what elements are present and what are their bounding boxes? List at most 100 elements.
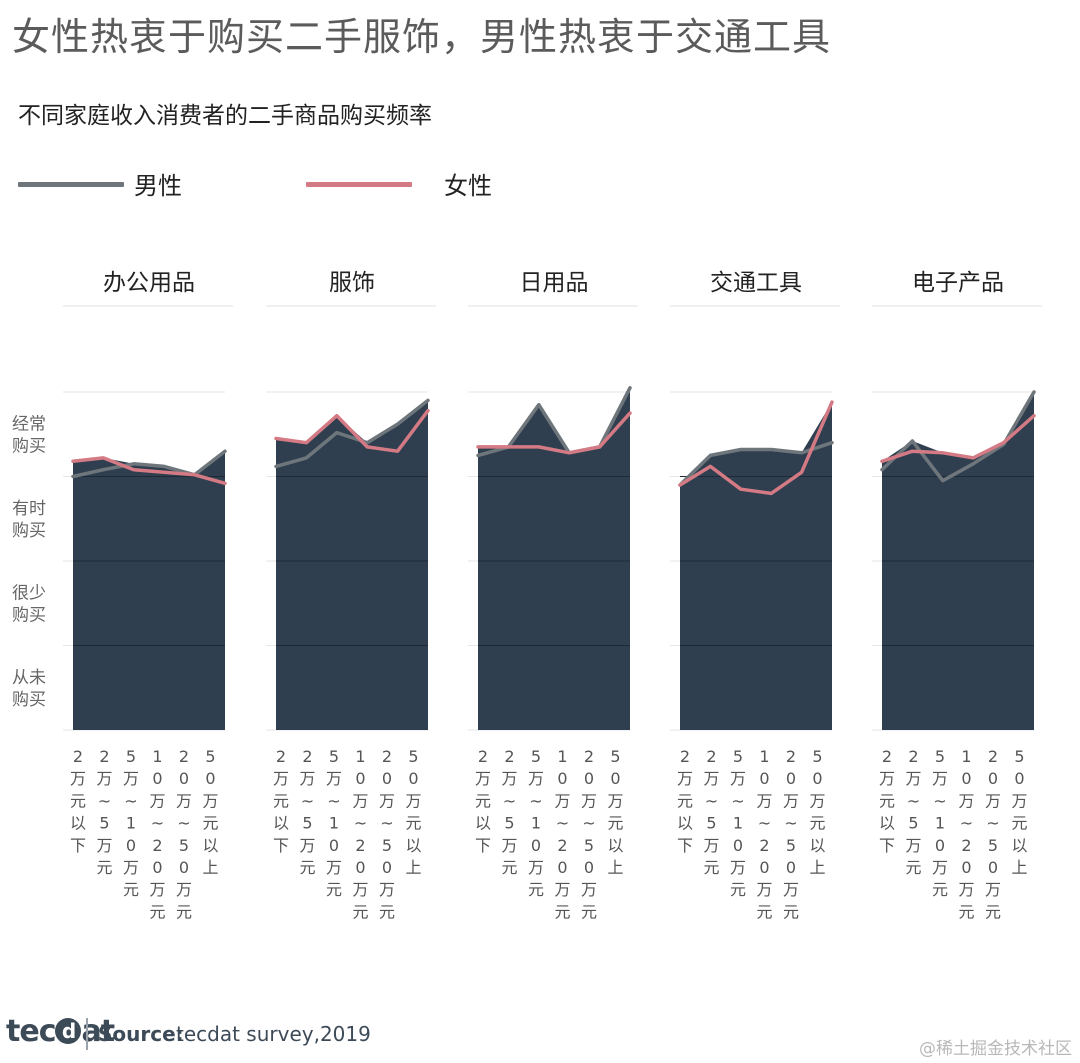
- y-tick-label-line: 购买: [12, 690, 46, 710]
- x-tick-char: 下: [70, 836, 86, 855]
- x-tick-char: 万: [405, 791, 421, 810]
- y-tick-label: 有时购买: [12, 499, 46, 541]
- x-tick-char: 万: [528, 769, 544, 788]
- x-tick-char: 万: [352, 880, 368, 899]
- x-tick-char: 万: [756, 791, 772, 810]
- x-tick-char: 万: [958, 791, 974, 810]
- chart-subtitle: 不同家庭收入消费者的二手商品购买频率: [18, 103, 432, 129]
- x-tick-label: 1 0 万 ~ 2 0 万元: [756, 747, 772, 921]
- legend-item-male: 男性: [18, 166, 218, 202]
- x-tick-char: 上: [202, 858, 218, 877]
- x-tick-char: ~: [784, 814, 797, 833]
- x-tick-char: 万: [730, 769, 746, 788]
- x-tick-char: 5: [908, 814, 918, 833]
- x-tick-char: 元: [501, 858, 517, 877]
- x-tick-char: 万: [149, 791, 165, 810]
- x-tick-char: 万: [202, 791, 218, 810]
- x-tick-char: 元: [475, 791, 491, 810]
- y-tick-label: 从未购买: [12, 668, 46, 710]
- y-tick-label-line: 有时: [12, 499, 46, 519]
- x-tick-label: 2 万 ~ 5 万元: [501, 747, 517, 877]
- x-tick-char: ~: [327, 791, 340, 810]
- x-tick-char: 0: [557, 769, 567, 788]
- x-tick-char: ~: [503, 791, 516, 810]
- x-tick-label: 2 0 万 ~ 5 0 万元: [379, 747, 395, 921]
- x-tick-char: 5: [610, 747, 620, 766]
- x-tick-char: 元: [905, 858, 921, 877]
- x-tick-char: 0: [610, 769, 620, 788]
- legend-item-female: 女性: [306, 166, 526, 202]
- y-tick-label-line: 购买: [12, 521, 46, 541]
- x-tick-char: 元: [581, 902, 597, 921]
- x-tick-label: 2 万元以下: [879, 747, 895, 855]
- x-tick-char: 2: [908, 747, 918, 766]
- x-tick-char: 5: [786, 836, 796, 855]
- x-tick-label: 2 万元以下: [273, 747, 289, 855]
- x-tick-char: 元: [703, 858, 719, 877]
- x-tick-char: 元: [379, 902, 395, 921]
- x-tick-char: 0: [205, 769, 215, 788]
- x-tick-char: 元: [677, 791, 693, 810]
- x-tick-char: 2: [988, 747, 998, 766]
- x-tick-char: 2: [302, 747, 312, 766]
- x-tick-char: 1: [961, 747, 971, 766]
- y-tick-label-line: 从未: [12, 668, 46, 688]
- x-tick-char: 万: [932, 769, 948, 788]
- x-tick-char: 0: [961, 858, 971, 877]
- x-tick-char: 2: [355, 836, 365, 855]
- x-tick-char: 0: [988, 769, 998, 788]
- x-tick-char: ~: [986, 814, 999, 833]
- x-tick-char: 2: [680, 747, 690, 766]
- x-tick-char: 0: [382, 858, 392, 877]
- x-tick-char: 万: [123, 769, 139, 788]
- x-tick-char: ~: [907, 791, 920, 810]
- x-tick-char: 元: [70, 791, 86, 810]
- x-tick-char: 0: [531, 836, 541, 855]
- x-tick-label: 2 0 万 ~ 5 0 万元: [783, 747, 799, 921]
- x-tick-char: 0: [759, 858, 769, 877]
- x-tick-char: ~: [301, 791, 314, 810]
- x-tick-char: 以: [70, 814, 86, 833]
- x-tick-char: 万: [299, 769, 315, 788]
- x-tick-char: 0: [355, 858, 365, 877]
- x-tick-char: 1: [557, 747, 567, 766]
- x-tick-char: 5: [988, 836, 998, 855]
- x-tick-char: 1: [935, 814, 945, 833]
- x-tick-label: 5 万 ~ 1 0 万元: [730, 747, 746, 899]
- x-tick-char: 2: [786, 747, 796, 766]
- x-tick-char: 2: [152, 836, 162, 855]
- x-tick-char: 万: [703, 769, 719, 788]
- y-tick-label-line: 购买: [12, 605, 46, 625]
- x-tick-char: 万: [149, 880, 165, 899]
- x-tick-char: 1: [759, 747, 769, 766]
- x-tick-char: 万: [379, 791, 395, 810]
- x-tick-char: 以: [879, 814, 895, 833]
- x-tick-char: 万: [677, 769, 693, 788]
- x-tick-char: 元: [202, 814, 218, 833]
- x-tick-char: 下: [677, 836, 693, 855]
- x-tick-label: 1 0 万 ~ 2 0 万元: [958, 747, 974, 921]
- x-tick-char: 以: [273, 814, 289, 833]
- x-tick-label: 2 万元以下: [475, 747, 491, 855]
- x-tick-char: 元: [176, 902, 192, 921]
- x-tick-char: 万: [1011, 791, 1027, 810]
- panel-title: 办公用品: [103, 270, 195, 296]
- x-tick-char: 万: [501, 836, 517, 855]
- x-tick-label: 2 万 ~ 5 万元: [905, 747, 921, 877]
- x-tick-char: 2: [759, 836, 769, 855]
- y-tick-label-line: 购买: [12, 436, 46, 456]
- x-tick-char: 0: [557, 858, 567, 877]
- x-tick-char: 0: [584, 769, 594, 788]
- x-tick-label: 2 万 ~ 5 万元: [703, 747, 719, 877]
- x-tick-label: 1 0 万 ~ 2 0 万元: [352, 747, 368, 921]
- x-tick-char: 元: [352, 902, 368, 921]
- x-tick-char: 万: [501, 769, 517, 788]
- x-tick-char: 万: [905, 836, 921, 855]
- x-tick-label: 5 0 万元以上: [809, 747, 825, 877]
- x-tick-char: 5: [733, 747, 743, 766]
- x-tick-char: 万: [879, 769, 895, 788]
- panel-area: [478, 387, 630, 730]
